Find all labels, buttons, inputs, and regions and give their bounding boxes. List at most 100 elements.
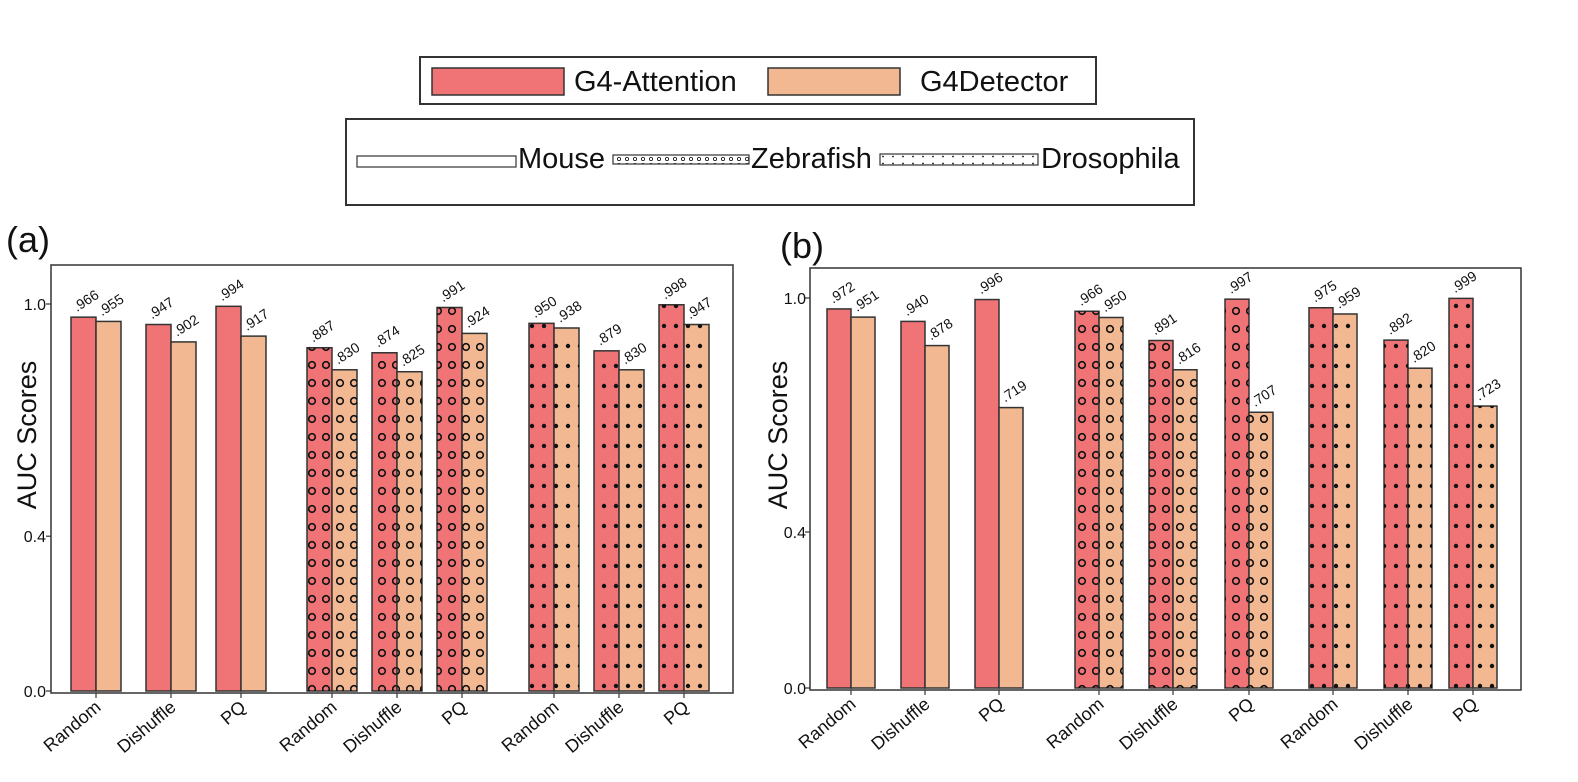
bar-value-label: .999	[1448, 268, 1480, 296]
bar-pattern-drosophila	[554, 327, 579, 691]
panel-a-plot-frame	[50, 264, 734, 694]
x-tick-label: PQ	[438, 697, 471, 729]
bar-value-label: .707	[1248, 381, 1280, 409]
bar-pattern-zebrafish	[1149, 340, 1173, 688]
x-tick-label: Dishuffle	[1350, 694, 1416, 754]
bar-pattern-zebrafish	[1225, 299, 1249, 688]
bar-value-label: .902	[170, 311, 202, 339]
x-tick-label: PQ	[217, 697, 250, 729]
legend-swatch-drosophila	[879, 153, 1039, 166]
legend-species: Mouse Zebrafish Drosophila	[345, 118, 1195, 206]
bar-pattern-zebrafish	[462, 333, 487, 691]
bar-g4-attention	[215, 305, 242, 692]
bar-pattern-zebrafish	[1173, 369, 1197, 688]
x-tick-label: Dishuffle	[561, 697, 627, 757]
legend-label-drosophila: Drosophila	[1041, 143, 1180, 175]
panel-a: (a) AUC Scores 0.0 0.4 1.0 .966.955 Random .9…	[6, 219, 734, 757]
x-tick-label: Dishuffle	[339, 697, 405, 757]
bar-value-label: .996	[974, 269, 1006, 297]
legend-label-zebrafish: Zebrafish	[751, 143, 872, 175]
bar-g4-attention	[826, 308, 852, 689]
x-tick-label: Random	[1043, 694, 1108, 753]
bar-value-label: .955	[95, 291, 127, 319]
bar-value-label: .816	[1172, 339, 1204, 367]
x-tick-label: Random	[498, 697, 563, 756]
bar-g4-attention	[974, 298, 1000, 689]
legend-swatch-g4detector	[767, 67, 901, 96]
bar-pattern-drosophila	[684, 324, 709, 691]
legend-swatch-g4-attention	[431, 67, 565, 96]
bar-pattern-zebrafish	[332, 369, 357, 691]
bar-value-label: .998	[658, 274, 690, 302]
bar-g4detector	[240, 335, 267, 692]
bar-value-label: .825	[396, 341, 428, 369]
panel-label-a: (a)	[6, 219, 50, 260]
bar-g4-attention	[900, 320, 926, 689]
bar-value-label: .891	[1148, 310, 1180, 338]
panel-b-ylabel: AUC Scores	[763, 361, 793, 510]
bar-value-label: .940	[900, 291, 932, 319]
bar-value-label: .947	[145, 294, 177, 322]
bar-value-label: .723	[1472, 375, 1504, 403]
bar-pattern-zebrafish	[372, 352, 397, 691]
bar-pattern-drosophila	[1408, 368, 1432, 688]
y-tick-label: 1.0	[784, 291, 806, 308]
bar-pattern-zebrafish	[1075, 311, 1099, 688]
x-tick-label: PQ	[1225, 694, 1258, 726]
bar-g4-attention	[145, 323, 172, 692]
bar-value-label: .878	[924, 315, 956, 343]
bar-pattern-drosophila	[1449, 298, 1473, 688]
bar-g4detector	[95, 320, 122, 692]
bar-pattern-drosophila	[1333, 313, 1357, 688]
bar-value-label: .938	[553, 297, 585, 325]
bar-value-label: .991	[436, 277, 468, 305]
bar-pattern-zebrafish	[397, 371, 422, 691]
bar-pattern-drosophila	[594, 350, 619, 691]
x-tick-label: Random	[795, 694, 860, 753]
bar-value-label: .892	[1383, 309, 1415, 337]
x-tick-label: Random	[276, 697, 341, 756]
bar-pattern-drosophila	[659, 304, 684, 691]
y-tick-label: 0.4	[784, 525, 806, 542]
bar-pattern-drosophila	[1384, 340, 1408, 688]
bar-g4-attention	[70, 316, 97, 692]
x-tick-label: PQ	[660, 697, 693, 729]
legend-swatch-mouse	[356, 155, 517, 168]
bar-value-label: .994	[215, 275, 247, 303]
legend-methods: G4-Attention G4Detector	[419, 56, 1097, 105]
x-tick-label: PQ	[1449, 694, 1482, 726]
bar-g4detector	[998, 406, 1024, 689]
bar-pattern-zebrafish	[307, 347, 332, 691]
x-tick-label: Random	[1277, 694, 1342, 753]
bar-value-label: .887	[306, 317, 338, 345]
legend-label-g4detector: G4Detector	[920, 66, 1069, 98]
legend-swatch-zebrafish	[612, 154, 750, 165]
bar-pattern-drosophila	[1309, 307, 1333, 688]
x-tick-label: Dishuffle	[867, 694, 933, 754]
panel-a-ylabel: AUC Scores	[12, 361, 42, 510]
bar-value-label: .830	[331, 339, 363, 367]
bar-value-label: .917	[240, 305, 272, 333]
bar-pattern-zebrafish	[1099, 317, 1123, 688]
bar-value-label: .830	[618, 339, 650, 367]
bar-value-label: .719	[998, 377, 1030, 405]
bar-value-label: .966	[70, 286, 102, 314]
bar-pattern-drosophila	[619, 369, 644, 691]
y-tick-label: 0.0	[24, 684, 46, 701]
bar-value-label: .947	[683, 294, 715, 322]
legend-label-mouse: Mouse	[518, 143, 605, 175]
bar-g4detector	[924, 344, 950, 689]
legend-label-g4-attention: G4-Attention	[574, 66, 737, 98]
bar-pattern-zebrafish	[1249, 412, 1273, 688]
x-tick-label: Dishuffle	[113, 697, 179, 757]
bar-value-label: .924	[461, 303, 493, 331]
bar-value-label: .879	[593, 320, 625, 348]
x-tick-label: Random	[40, 697, 105, 756]
y-tick-label: 0.4	[24, 529, 46, 546]
bar-value-label: .820	[1407, 337, 1439, 365]
bar-value-label: .997	[1224, 268, 1256, 296]
bar-pattern-zebrafish	[437, 307, 462, 691]
bar-pattern-drosophila	[529, 323, 554, 691]
panel-label-b: (b)	[780, 225, 824, 266]
